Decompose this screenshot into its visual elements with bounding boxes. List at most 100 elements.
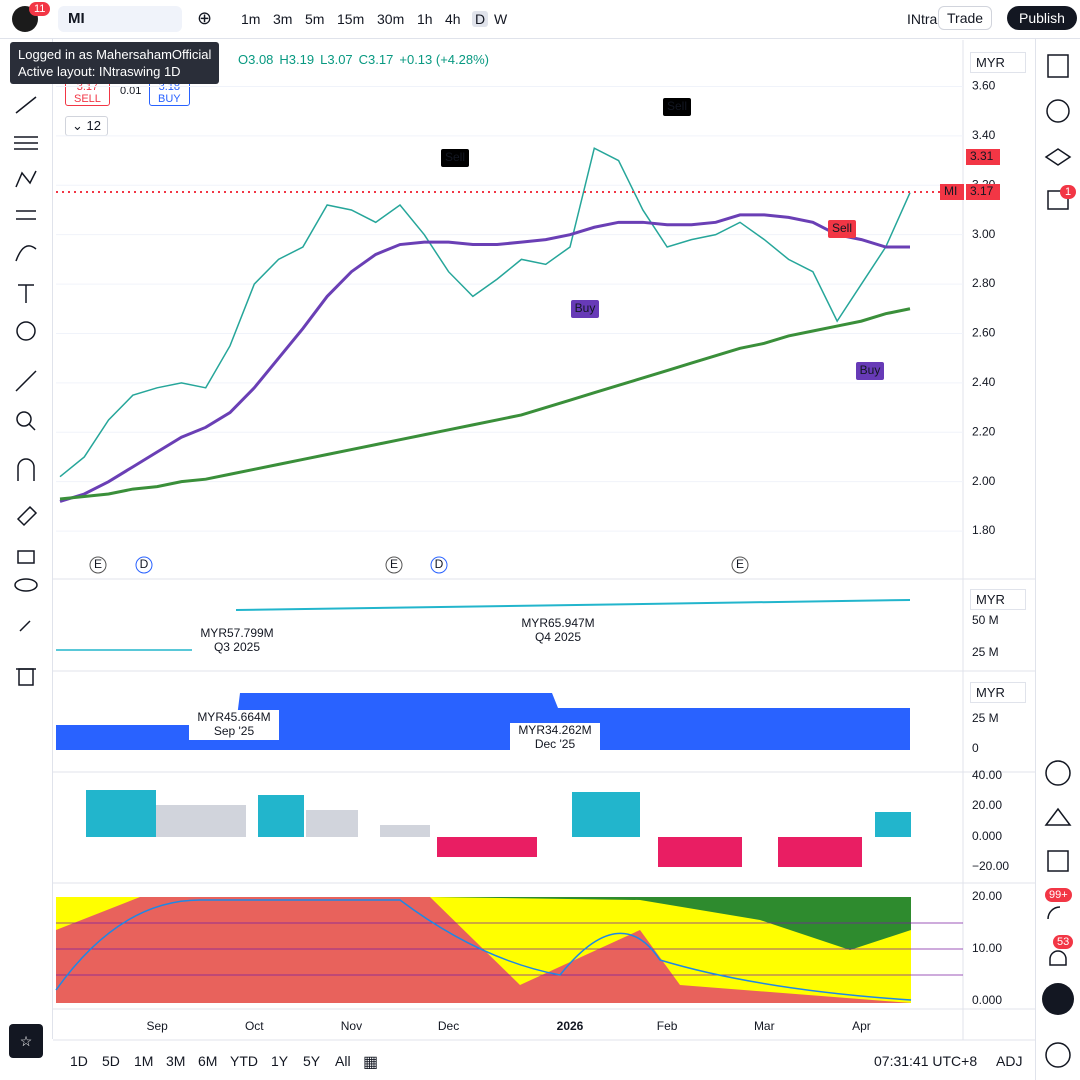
signal-label: Buy	[860, 363, 881, 377]
axis-label: 0	[972, 741, 979, 755]
label: BUY	[158, 93, 181, 105]
interval[interactable]: 15m	[337, 11, 365, 27]
event-label: D	[140, 557, 149, 571]
ohlc-value: L3.07	[320, 52, 353, 67]
value-box	[192, 626, 282, 656]
currency-select[interactable]: MYR	[970, 682, 1026, 703]
currency-select[interactable]: MYR	[970, 589, 1026, 610]
signal	[828, 220, 856, 238]
publish-button[interactable]: Publish	[1007, 6, 1077, 30]
badge: 99+	[1045, 888, 1072, 902]
axis-label: 0.000	[972, 829, 1002, 843]
event-label: E	[94, 557, 102, 571]
buy-button[interactable]: 3.18 BUY	[149, 80, 190, 106]
label: SELL	[74, 93, 101, 105]
interval[interactable]: 3m	[273, 11, 293, 27]
spread: 0.01	[120, 85, 142, 97]
add-symbol[interactable]: ⊕	[197, 8, 213, 28]
value-label: MYR34.262M	[518, 723, 591, 737]
event-label: E	[390, 557, 398, 571]
tooltip-line: Active layout: INtraswing 1D	[18, 64, 181, 79]
range-button[interactable]: 6M	[198, 1053, 218, 1069]
currency-select[interactable]: MYR	[970, 52, 1026, 73]
right-sidebar	[1035, 39, 1080, 1080]
y-tick-label: 3.00	[972, 227, 996, 241]
event-marker	[385, 556, 403, 574]
interval[interactable]: 30m	[377, 11, 405, 27]
y-tick-label: 2.80	[972, 276, 996, 290]
period-label: Q3 2025	[214, 640, 260, 654]
x-tick-label: Mar	[754, 1019, 775, 1033]
favorites[interactable]: ☆	[9, 1024, 43, 1058]
price-tag-text: 3.17	[970, 184, 994, 198]
x-tick-label: Apr	[852, 1019, 871, 1033]
axis-label: 25 M	[972, 645, 999, 659]
range-button[interactable]: 1Y	[271, 1053, 289, 1069]
event-marker	[135, 556, 153, 574]
price: 3.18	[158, 81, 181, 93]
interval[interactable]: 1h	[417, 11, 433, 27]
y-tick-label: 2.00	[972, 474, 996, 488]
value-label: MYR57.799M	[200, 626, 273, 640]
interval[interactable]: W	[494, 11, 508, 27]
event-marker	[731, 556, 749, 574]
value-label: MYR65.947M	[521, 616, 594, 630]
range-button[interactable]: All	[335, 1053, 351, 1069]
top-toolbar	[0, 0, 1080, 39]
period-label: Sep '25	[214, 724, 255, 738]
symbol: MI	[68, 10, 85, 27]
event-label: D	[435, 557, 444, 571]
sell-button[interactable]: 3.17 SELL	[65, 80, 110, 106]
change: +0.13 (+4.28%)	[399, 52, 489, 67]
signal-label: Sell	[667, 99, 687, 113]
axis-label: 0.000	[972, 993, 1002, 1007]
interval[interactable]: 5m	[305, 11, 325, 27]
axis-label: 25 M	[972, 711, 999, 725]
axis-label: −20.00	[972, 859, 1009, 873]
price-tag	[966, 149, 1000, 165]
layout-name[interactable]: INtra	[907, 11, 938, 27]
range-button[interactable]: 3M	[166, 1053, 186, 1069]
range-button[interactable]: 5D	[102, 1053, 120, 1069]
left-toolbar	[0, 39, 53, 1039]
ohlc-value: H3.19	[279, 52, 315, 67]
period-label: Q4 2025	[535, 630, 581, 644]
range-button[interactable]: 5Y	[303, 1053, 321, 1069]
badge: 1	[1060, 185, 1077, 199]
interval[interactable]: 1m	[241, 11, 261, 27]
adj[interactable]: ADJ	[996, 1053, 1023, 1069]
panel-frames	[53, 40, 1035, 1041]
trade-button[interactable]: Trade	[938, 6, 993, 30]
x-tick-label: Oct	[245, 1019, 264, 1033]
signal-label: Buy	[575, 301, 596, 315]
x-tick-label: Dec	[438, 1019, 459, 1033]
y-tick-label: 1.80	[972, 523, 996, 537]
event-label: E	[736, 557, 744, 571]
sidebar-icons	[1042, 54, 1074, 1068]
tooltip: Logged in as MahersahamOfficial Active l…	[10, 42, 220, 84]
signal-label: Sell	[445, 150, 465, 164]
range-button[interactable]: 1D	[70, 1053, 88, 1069]
range-button[interactable]: 1M	[134, 1053, 154, 1069]
value-box	[510, 723, 600, 753]
range-button[interactable]: YTD	[230, 1053, 258, 1069]
interval[interactable]: 4h	[445, 11, 461, 27]
price-tag-text: 3.31	[970, 149, 994, 163]
axis-label: 20.00	[972, 798, 1002, 812]
axis-label: 10.00	[972, 941, 1002, 955]
event-marker	[89, 556, 107, 574]
date-range-icon[interactable]: ▦	[363, 1054, 379, 1071]
signal	[856, 362, 884, 380]
y-tick-label: 3.40	[972, 128, 996, 142]
interval[interactable]: D	[472, 11, 489, 27]
tool-icons	[14, 96, 38, 686]
x-tick-label: Feb	[657, 1019, 678, 1033]
ohlc-value: C3.17	[358, 52, 394, 67]
signal-label: Sell	[832, 221, 852, 235]
signal	[663, 98, 691, 116]
value-label: MYR45.664M	[197, 710, 270, 724]
symbol-search[interactable]	[58, 6, 182, 32]
y-tick-label: 2.60	[972, 326, 996, 340]
